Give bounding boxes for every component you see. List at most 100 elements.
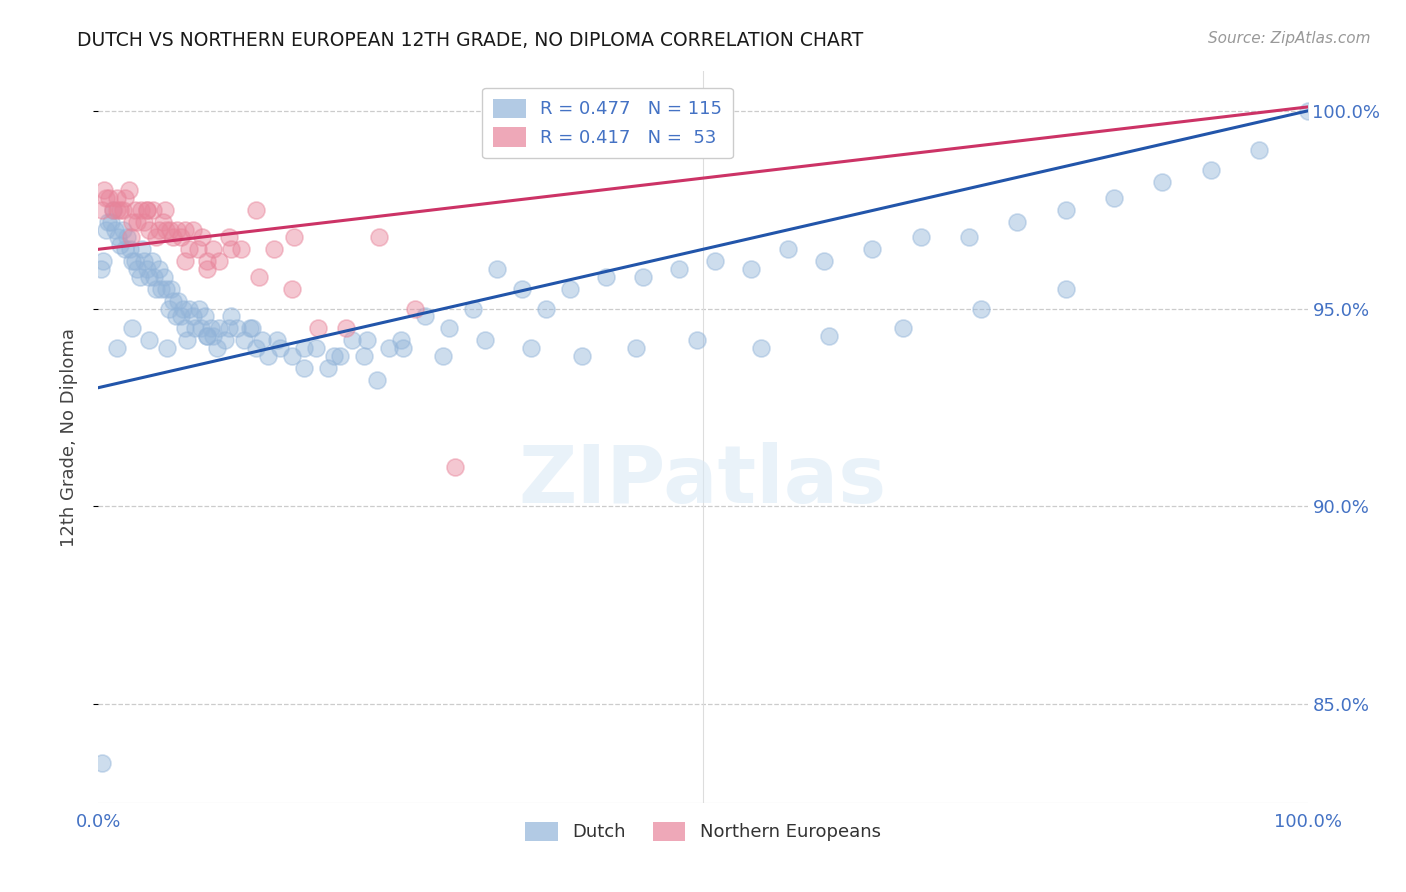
- Point: [121, 214, 143, 228]
- Point: [145, 230, 167, 244]
- Point: [159, 222, 181, 236]
- Point: [281, 349, 304, 363]
- Point: [165, 310, 187, 324]
- Point: [162, 293, 184, 308]
- Point: [194, 310, 217, 324]
- Point: [704, 254, 727, 268]
- Point: [245, 341, 267, 355]
- Point: [118, 183, 141, 197]
- Point: [266, 333, 288, 347]
- Point: [342, 333, 364, 347]
- Point: [195, 262, 218, 277]
- Point: [152, 214, 174, 228]
- Point: [631, 269, 654, 284]
- Point: [749, 341, 772, 355]
- Point: [1249, 144, 1271, 158]
- Point: [117, 230, 139, 244]
- Point: [101, 202, 124, 217]
- Point: [1199, 163, 1222, 178]
- Point: [153, 202, 176, 217]
- Point: [205, 341, 228, 355]
- Point: [190, 321, 212, 335]
- Point: [1102, 191, 1125, 205]
- Point: [127, 262, 149, 277]
- Point: [187, 242, 209, 256]
- Point: [686, 333, 709, 347]
- Point: [232, 333, 254, 347]
- Point: [817, 329, 839, 343]
- Point: [91, 254, 114, 268]
- Point: [221, 242, 243, 256]
- Point: [134, 254, 156, 268]
- Point: [138, 333, 160, 347]
- Point: [156, 341, 179, 355]
- Point: [114, 191, 136, 205]
- Point: [392, 341, 415, 355]
- Point: [174, 254, 197, 268]
- Point: [111, 222, 134, 236]
- Point: [120, 230, 142, 244]
- Point: [534, 301, 557, 316]
- Point: [155, 282, 177, 296]
- Point: [626, 341, 648, 355]
- Legend: Dutch, Northern Europeans: Dutch, Northern Europeans: [517, 814, 889, 848]
- Point: [245, 202, 267, 217]
- Point: [124, 202, 146, 217]
- Point: [335, 321, 357, 335]
- Point: [292, 360, 315, 375]
- Point: [221, 310, 243, 324]
- Point: [179, 242, 201, 256]
- Point: [174, 222, 197, 236]
- Point: [191, 230, 214, 244]
- Point: [202, 329, 225, 343]
- Point: [91, 756, 114, 771]
- Point: [167, 293, 190, 308]
- Point: [432, 349, 454, 363]
- Point: [98, 191, 121, 205]
- Point: [263, 242, 285, 256]
- Point: [970, 301, 993, 316]
- Point: [239, 321, 262, 335]
- Point: [229, 242, 252, 256]
- Point: [166, 222, 188, 236]
- Point: [135, 202, 157, 217]
- Point: [1054, 282, 1077, 296]
- Point: [195, 254, 218, 268]
- Point: [94, 222, 117, 236]
- Point: [108, 202, 131, 217]
- Point: [101, 202, 124, 217]
- Point: [121, 254, 143, 268]
- Point: [184, 321, 207, 335]
- Point: [214, 333, 236, 347]
- Point: [148, 222, 170, 236]
- Point: [463, 301, 485, 316]
- Text: DUTCH VS NORTHERN EUROPEAN 12TH GRADE, NO DIPLOMA CORRELATION CHART: DUTCH VS NORTHERN EUROPEAN 12TH GRADE, N…: [77, 31, 863, 50]
- Point: [134, 214, 156, 228]
- Point: [138, 222, 160, 236]
- Point: [595, 269, 617, 284]
- Point: [558, 282, 581, 296]
- Point: [329, 349, 352, 363]
- Point: [148, 262, 170, 277]
- Point: [957, 230, 980, 244]
- Point: [226, 321, 249, 335]
- Point: [174, 321, 197, 335]
- Point: [94, 191, 117, 205]
- Point: [860, 242, 883, 256]
- Point: [100, 214, 122, 228]
- Point: [187, 301, 209, 316]
- Point: [283, 230, 305, 244]
- Point: [195, 329, 218, 343]
- Point: [124, 254, 146, 268]
- Point: [108, 238, 131, 252]
- Point: [1152, 175, 1174, 189]
- Point: [118, 242, 141, 256]
- Point: [131, 242, 153, 256]
- Point: [181, 310, 204, 324]
- Point: [93, 183, 115, 197]
- Point: [474, 333, 496, 347]
- Point: [256, 349, 278, 363]
- Point: [143, 269, 166, 284]
- Point: [127, 214, 149, 228]
- Point: [90, 262, 112, 277]
